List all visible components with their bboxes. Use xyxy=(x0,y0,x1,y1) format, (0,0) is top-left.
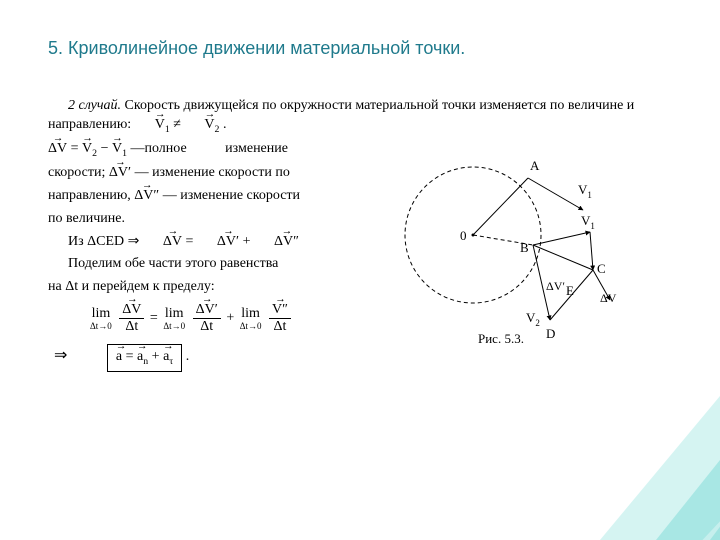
svg-text:C: C xyxy=(597,261,606,276)
boxed-equation: a = an + aτ xyxy=(107,344,182,372)
v2-symbol: V xyxy=(184,116,214,135)
svg-text:ΔV′: ΔV′ xyxy=(546,279,565,293)
delta-v-def: ΔV = V2 − V1 —полное изменение xyxy=(48,140,368,160)
svg-text:E: E xyxy=(566,283,574,298)
limit-equation: limΔt→0 ΔVΔt = limΔt→0 ΔV′Δt + limΔt→0 V… xyxy=(88,303,368,334)
svg-text:A: A xyxy=(530,158,540,173)
svg-text:0: 0 xyxy=(460,228,467,243)
vector-v1-at-b xyxy=(533,232,590,245)
divide-both: Поделим обе части этого равенства xyxy=(48,255,368,274)
result-line: ⇒ a = an + aτ . xyxy=(48,344,368,372)
segment-bc xyxy=(533,245,593,270)
slide-title: 5. Криволинейное движении материальной т… xyxy=(48,38,672,59)
svg-text:V1: V1 xyxy=(581,213,595,231)
case-paragraph: 2 случай. Скорость движущейся по окружно… xyxy=(48,97,672,136)
segment-ce xyxy=(590,232,593,270)
svg-text:B: B xyxy=(520,240,529,255)
from-triangle: Из ΔCED ⇒ ΔV = ΔV′ + ΔV″ xyxy=(48,233,368,252)
corner-decoration xyxy=(440,300,720,540)
dv-dprime-line: направлению, ΔV″ — изменение скорости xyxy=(48,187,368,206)
v1-symbol: V xyxy=(135,116,165,135)
vector-v1 xyxy=(528,178,583,210)
dv-prime-line: скорости; ΔV′ — изменение скорости по xyxy=(48,164,368,183)
svg-text:V1: V1 xyxy=(578,182,592,200)
